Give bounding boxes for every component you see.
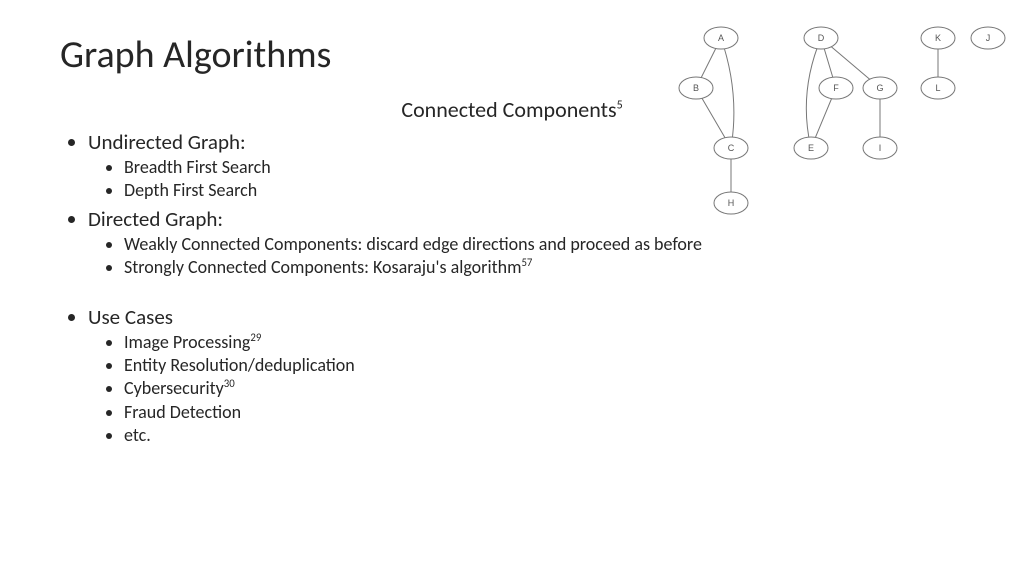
sub-item-text: Strongly Connected Components: Kosaraju'… [124,256,521,278]
graph-node-label: J [986,33,991,43]
graph-node-label: H [728,198,735,208]
graph-node-label: F [833,83,839,93]
sub-item-text: etc. [124,424,151,446]
slide: Graph Algorithms Connected Components5 U… [0,0,1024,576]
section-label: Undirected Graph: [88,129,246,155]
graph-node-label: A [718,33,724,43]
sub-item: Cybersecurity30 [124,377,964,400]
graph-node-label: C [728,143,735,153]
graph-edge [806,38,821,148]
subtitle-sup: 5 [617,99,623,113]
sub-item-text: Entity Resolution/deduplication [124,354,355,376]
citation-sup: 57 [521,256,532,269]
sub-item-text: Depth First Search [124,179,257,201]
subtitle-text: Connected Components [401,96,616,123]
section-item: Use CasesImage Processing29Entity Resolu… [88,304,964,448]
graph-node-label: E [808,143,814,153]
sub-item-text: Weakly Connected Components: discard edg… [124,233,702,255]
sub-item: Fraud Detection [124,401,964,424]
graph-diagram: A B C H D F E G I K L J [676,18,1006,238]
sub-list: Weakly Connected Components: discard edg… [88,233,964,280]
section-label: Use Cases [88,304,173,330]
graph-node-label: L [935,83,940,93]
graph-node-label: G [876,83,883,93]
graph-node-label: I [879,143,882,153]
graph-edge [721,38,734,148]
sub-item: Image Processing29 [124,331,964,354]
sub-item-text: Fraud Detection [124,401,241,423]
graph-node-label: K [935,33,941,43]
sub-list: Image Processing29Entity Resolution/dedu… [88,331,964,448]
section-label: Directed Graph: [88,206,223,232]
citation-sup: 29 [250,331,261,344]
sub-item: Strongly Connected Components: Kosaraju'… [124,256,964,279]
sub-item: etc. [124,424,964,447]
graph-node-label: D [818,33,825,43]
sub-item-text: Breadth First Search [124,156,271,178]
sub-item-text: Cybersecurity [124,377,224,399]
sub-item: Entity Resolution/deduplication [124,354,964,377]
sub-item-text: Image Processing [124,331,250,353]
citation-sup: 30 [224,377,235,390]
graph-node-label: B [693,83,699,93]
